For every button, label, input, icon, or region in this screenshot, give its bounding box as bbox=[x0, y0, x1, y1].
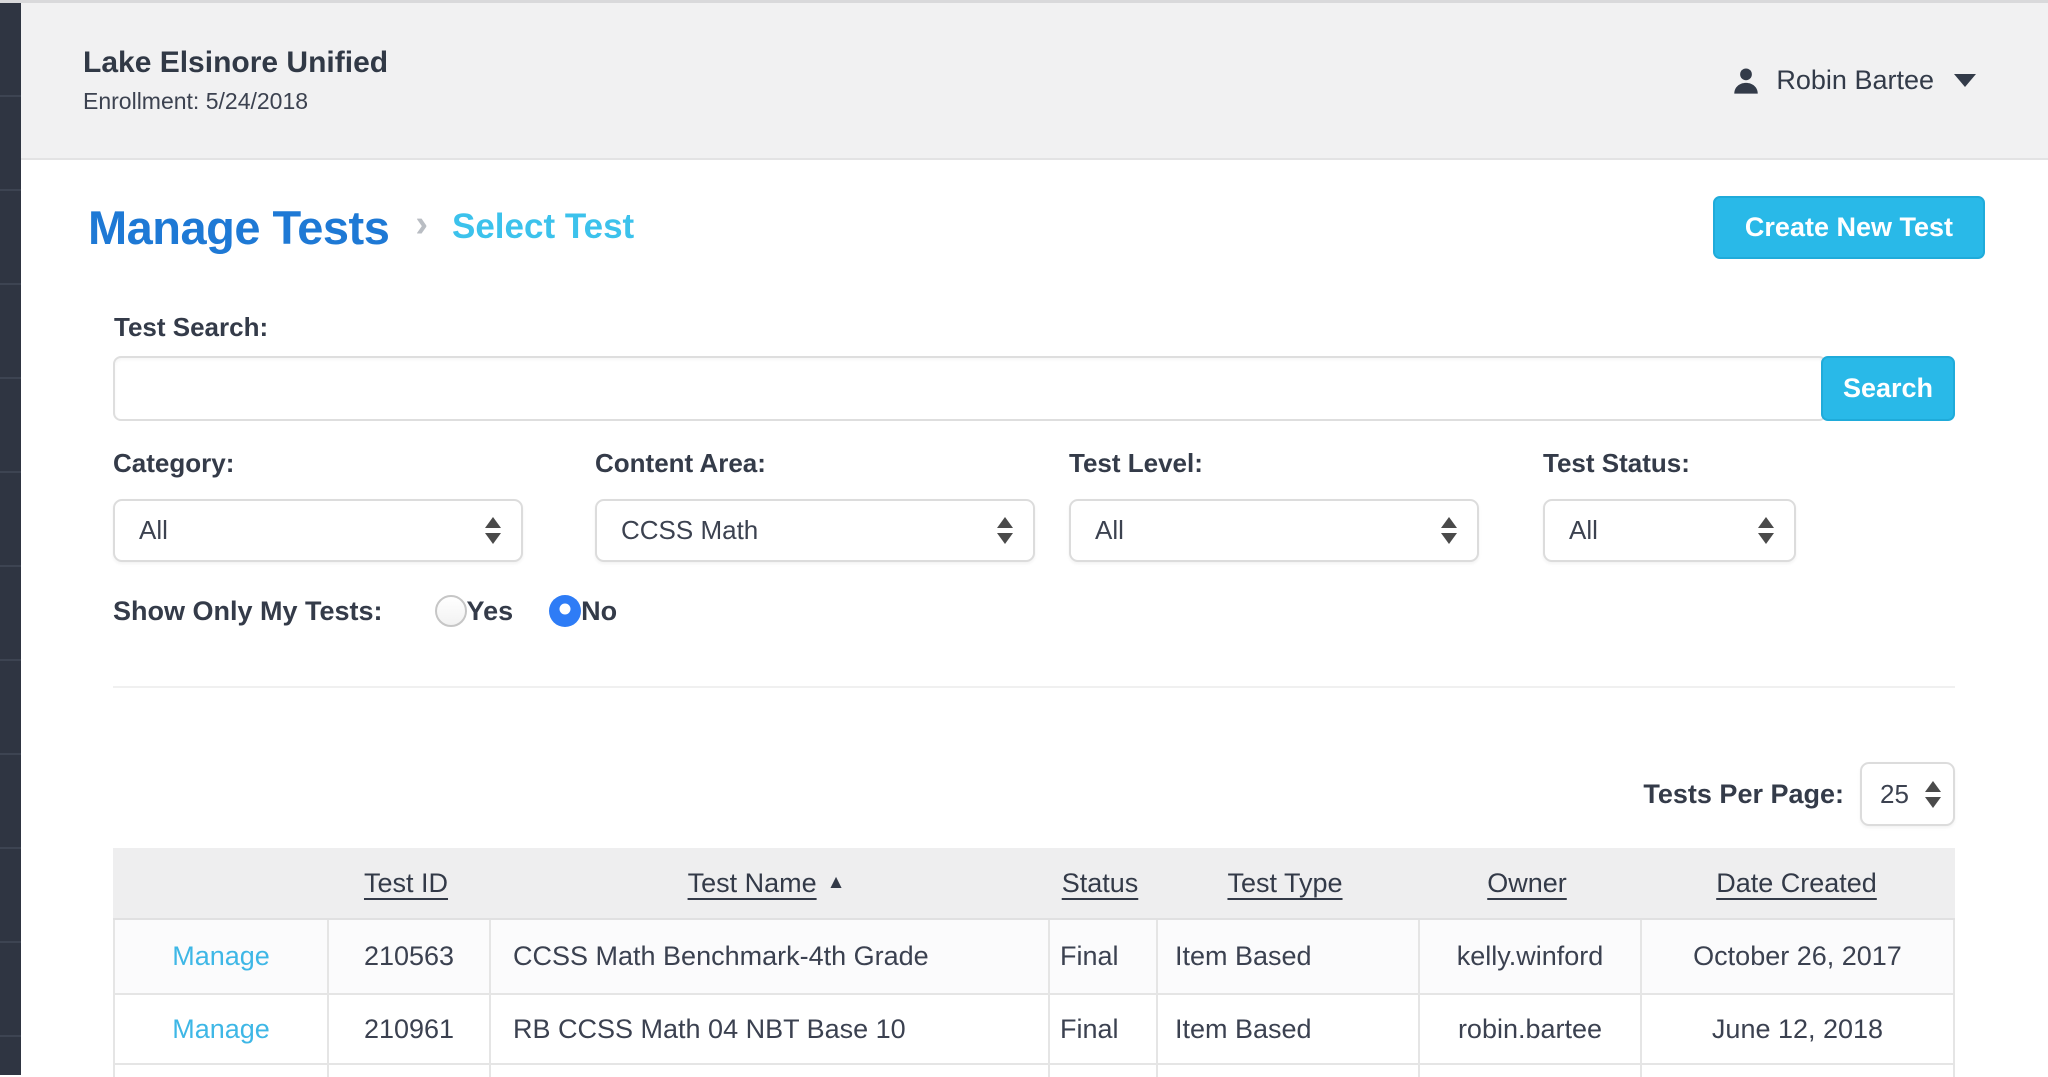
test-level-selected-value: All bbox=[1095, 515, 1124, 545]
enrollment-date: Enrollment: 5/24/2018 bbox=[83, 88, 309, 114]
cell-owner: robin.bartee bbox=[1418, 995, 1640, 1063]
test-search-input[interactable] bbox=[113, 356, 1827, 421]
tests-per-page-select[interactable]: 25 bbox=[1860, 762, 1955, 826]
tests-per-page-label: Tests Per Page: bbox=[1643, 778, 1844, 809]
table-row: Manage 210563 CCSS Math Benchmark-4th Gr… bbox=[113, 920, 1955, 995]
tests-per-page-row: Tests Per Page: 25 bbox=[1643, 762, 1955, 826]
filter-content-area: Content Area: CCSS Math bbox=[595, 448, 1035, 562]
cell-test-type: Item Based bbox=[1156, 920, 1418, 993]
content-area-selected-value: CCSS Math bbox=[621, 515, 759, 545]
header-cell-manage bbox=[113, 848, 325, 918]
user-menu[interactable]: Robin Bartee bbox=[1730, 65, 1976, 97]
cell-test-name: RB CCSS Math 04 NBT Base 10 bbox=[489, 995, 1048, 1063]
header-cell-owner: Owner bbox=[1416, 848, 1638, 918]
sort-test-name[interactable]: Test Name bbox=[687, 867, 817, 898]
show-only-my-tests-label: Show Only My Tests: bbox=[113, 595, 383, 626]
test-search-label: Test Search: bbox=[114, 312, 269, 342]
user-name: Robin Bartee bbox=[1776, 65, 1934, 95]
cell-date-created: June 12, 2018 bbox=[1640, 995, 1953, 1063]
cell-owner: kelly.winford bbox=[1418, 920, 1640, 993]
test-status-selected-value: All bbox=[1569, 515, 1598, 545]
user-icon bbox=[1730, 65, 1762, 97]
test-level-select[interactable]: All bbox=[1069, 499, 1479, 562]
window-top-border bbox=[0, 0, 2048, 3]
cell-status: Final bbox=[1048, 995, 1156, 1063]
filter-test-level: Test Level: All bbox=[1069, 448, 1479, 562]
header-cell-date-created: Date Created bbox=[1638, 848, 1955, 918]
tests-per-page-value: 25 bbox=[1880, 778, 1909, 809]
cell-status: Final bbox=[1048, 920, 1156, 993]
breadcrumb-separator-icon: › bbox=[415, 202, 428, 245]
cell-test-name: CCSS Math Benchmark-4th Grade bbox=[489, 920, 1048, 993]
cell-test-type: Item Based bbox=[1156, 995, 1418, 1063]
create-new-test-button[interactable]: Create New Test bbox=[1712, 195, 1985, 259]
sort-test-id[interactable]: Test ID bbox=[363, 867, 449, 898]
content-area-select[interactable]: CCSS Math bbox=[595, 499, 1035, 562]
content-area-label: Content Area: bbox=[595, 448, 766, 478]
select-arrows-icon bbox=[485, 517, 501, 544]
page-title-row: Manage Tests › Select Test Create New Te… bbox=[88, 192, 1985, 262]
sort-date-created[interactable]: Date Created bbox=[1716, 867, 1877, 898]
header-cell-test-id: Test ID bbox=[325, 848, 487, 918]
manage-link[interactable]: Manage bbox=[172, 941, 270, 971]
section-divider bbox=[113, 686, 1955, 688]
select-arrows-icon bbox=[1441, 517, 1457, 544]
select-arrows-icon bbox=[1758, 517, 1774, 544]
filter-test-status: Test Status: All bbox=[1543, 448, 1796, 562]
test-status-select[interactable]: All bbox=[1543, 499, 1796, 562]
table-row-partial bbox=[113, 1065, 1955, 1077]
cell-test-id: 210563 bbox=[327, 920, 489, 993]
district-name: Lake Elsinore Unified bbox=[83, 46, 389, 79]
district-info: Lake Elsinore Unified Enrollment: 5/24/2… bbox=[83, 46, 388, 115]
table-row: Manage 210961 RB CCSS Math 04 NBT Base 1… bbox=[113, 995, 1955, 1065]
search-button[interactable]: Search bbox=[1821, 356, 1955, 421]
cell-test-id: 210961 bbox=[327, 995, 489, 1063]
table-header-row: Test ID Test Name ▲ Status Test Type Own… bbox=[113, 848, 1955, 920]
sort-ascending-icon: ▲ bbox=[826, 872, 846, 893]
chevron-down-icon bbox=[1954, 74, 1976, 87]
radio-unselected-icon[interactable] bbox=[434, 595, 467, 627]
tests-table: Test ID Test Name ▲ Status Test Type Own… bbox=[113, 848, 1955, 1077]
category-select[interactable]: All bbox=[113, 499, 523, 562]
manage-link[interactable]: Manage bbox=[172, 1013, 270, 1044]
test-status-label: Test Status: bbox=[1543, 448, 1690, 478]
header-cell-test-name: Test Name ▲ bbox=[487, 848, 1046, 918]
radio-yes-label: Yes bbox=[466, 595, 514, 626]
radio-selected-icon[interactable] bbox=[549, 595, 582, 627]
page-title: Manage Tests bbox=[88, 200, 390, 254]
select-arrows-icon bbox=[1925, 780, 1941, 808]
header-cell-status: Status bbox=[1046, 848, 1154, 918]
test-level-label: Test Level: bbox=[1069, 448, 1203, 478]
sort-status[interactable]: Status bbox=[1061, 867, 1139, 898]
sort-test-type[interactable]: Test Type bbox=[1227, 867, 1343, 898]
show-only-my-tests-row: Show Only My Tests: Yes No bbox=[113, 590, 653, 632]
search-row: Search bbox=[113, 356, 1955, 421]
radio-option-yes[interactable]: Yes bbox=[434, 595, 514, 627]
radio-no-label: No bbox=[581, 595, 618, 626]
app-header: Lake Elsinore Unified Enrollment: 5/24/2… bbox=[21, 3, 2048, 160]
header-cell-test-type: Test Type bbox=[1154, 848, 1416, 918]
select-arrows-icon bbox=[997, 517, 1013, 544]
sort-owner[interactable]: Owner bbox=[1487, 867, 1567, 898]
cell-date-created: October 26, 2017 bbox=[1640, 920, 1953, 993]
category-label: Category: bbox=[113, 448, 235, 478]
collapsed-sidebar[interactable] bbox=[0, 3, 21, 1075]
cell-manage: Manage bbox=[115, 995, 327, 1063]
breadcrumb-current: Select Test bbox=[452, 207, 635, 246]
category-selected-value: All bbox=[139, 515, 168, 545]
cell-manage: Manage bbox=[115, 920, 327, 993]
filter-category: Category: All bbox=[113, 448, 523, 562]
radio-option-no[interactable]: No bbox=[549, 595, 617, 627]
